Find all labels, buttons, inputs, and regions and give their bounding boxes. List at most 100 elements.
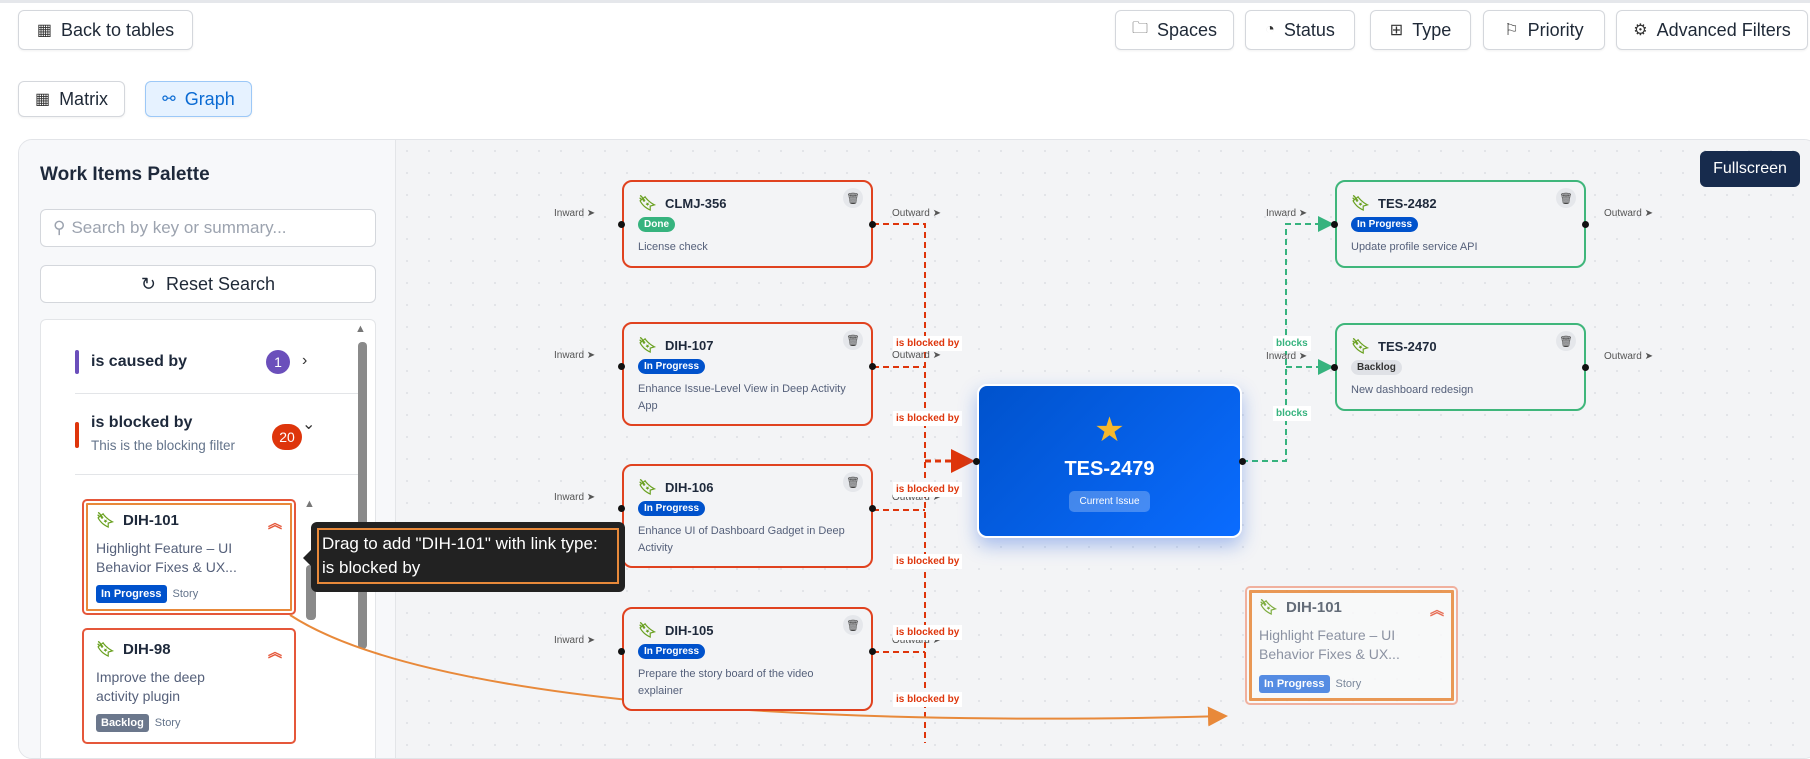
- bookmark-icon: 🔖︎: [96, 512, 116, 529]
- bookmark-icon: 🔖︎: [638, 337, 658, 354]
- bookmark-icon: 🔖︎: [1259, 599, 1279, 616]
- table-icon: ▦: [36, 22, 53, 39]
- current-issue-node[interactable]: ★ TES-2479 Current Issue: [977, 384, 1242, 538]
- edge-label: is blocked by: [893, 336, 963, 351]
- reset-search-button[interactable]: ↻ Reset Search: [40, 265, 376, 303]
- drag-preview-card: 🔖︎ DIH-101 ︽ Highlight Feature – UI Behav…: [1245, 586, 1458, 705]
- palette-item-card[interactable]: 🔖︎ DIH-101 ︽ Highlight Feature – UI Behav…: [82, 499, 296, 615]
- back-to-tables-button[interactable]: ▦ Back to tables: [18, 10, 193, 50]
- edge-label: blocks: [1273, 406, 1311, 421]
- status-badge: In Progress: [1351, 217, 1419, 232]
- table-icon: ▦: [34, 91, 51, 108]
- work-items-palette: Work Items Palette ⚲ Search by key or sum…: [19, 140, 396, 758]
- spaces-filter-button[interactable]: 🗀 Spaces: [1115, 10, 1234, 50]
- group-is-caused-by[interactable]: is caused by 1 ›: [75, 350, 359, 390]
- flag-icon: ⚐: [1504, 22, 1519, 39]
- top-border: [0, 0, 1810, 3]
- status-lozenge: Backlog: [96, 714, 149, 732]
- handle[interactable]: [1331, 364, 1338, 371]
- divider: [75, 393, 359, 394]
- outward-label: Outward ➤: [892, 635, 941, 646]
- outward-label: Outward ➤: [892, 208, 941, 219]
- status-badge: Done: [638, 217, 675, 232]
- trash-icon[interactable]: 🗑︎: [1556, 331, 1576, 351]
- scroll-up-arrow[interactable]: ▲: [304, 498, 315, 510]
- current-issue-tag: Current Issue: [1069, 491, 1150, 512]
- issue-node[interactable]: 🔖︎ TES-2470 Backlog New dashboard redesig…: [1335, 323, 1586, 411]
- issue-node[interactable]: 🔖︎ DIH-106 In Progress Enhance UI of Dash…: [622, 464, 873, 568]
- edge-label: is blocked by: [893, 554, 963, 569]
- bookmark-icon: 🔖︎: [638, 622, 658, 639]
- advanced-filters-button[interactable]: ⚙ Advanced Filters: [1616, 10, 1808, 50]
- star-icon: ★: [1094, 411, 1125, 449]
- handle[interactable]: [1582, 221, 1589, 228]
- handle[interactable]: [618, 648, 625, 655]
- outer-scrollbar[interactable]: [358, 342, 367, 649]
- scroll-up-arrow[interactable]: ▲: [355, 323, 366, 335]
- bookmark-icon: 🔖︎: [1351, 195, 1371, 212]
- handle[interactable]: [869, 221, 876, 228]
- status-lozenge: In Progress: [96, 585, 167, 603]
- matrix-view-tab[interactable]: ▦ Matrix: [18, 81, 125, 117]
- fullscreen-button[interactable]: Fullscreen: [1700, 151, 1800, 187]
- group-is-blocked-by[interactable]: is blocked by This is the blocking filte…: [75, 414, 359, 474]
- inward-label: Inward ➤: [1266, 208, 1308, 219]
- edge-label: blocks: [1273, 336, 1311, 351]
- issue-node[interactable]: 🔖︎ TES-2482 In Progress Update profile se…: [1335, 180, 1586, 268]
- outward-label: Outward ➤: [892, 492, 941, 503]
- edge-label: is blocked by: [893, 625, 963, 640]
- inner-scrollbar[interactable]: [306, 565, 316, 620]
- handle[interactable]: [618, 221, 625, 228]
- search-input[interactable]: ⚲ Search by key or summary...: [40, 209, 376, 247]
- handle[interactable]: [973, 458, 980, 465]
- edge-label: is blocked by: [893, 692, 963, 707]
- bookmark-icon: 🔖︎: [638, 479, 658, 496]
- grid-plus-icon: ⊞: [1389, 22, 1404, 39]
- palette-item-card[interactable]: 🔖︎ DIH-98 ︽ Improve the deep activity plu…: [82, 628, 296, 744]
- status-badge: In Progress: [638, 644, 706, 659]
- handle[interactable]: [1239, 458, 1246, 465]
- search-icon: ⚲: [53, 218, 66, 237]
- priority-high-icon: ︽: [1430, 602, 1444, 618]
- chevron-right-icon[interactable]: ›: [302, 352, 308, 369]
- divider: [75, 474, 359, 475]
- issue-node[interactable]: 🔖︎ CLMJ-356 Done License check 🗑︎: [622, 180, 873, 268]
- blocked-by-edges: [873, 223, 975, 743]
- inward-label: Inward ➤: [554, 208, 596, 219]
- group-label: is caused by: [91, 353, 188, 370]
- trash-icon[interactable]: 🗑︎: [843, 330, 863, 350]
- trash-icon[interactable]: 🗑︎: [843, 615, 863, 635]
- issue-node[interactable]: 🔖︎ DIH-105 In Progress Prepare the story …: [622, 607, 873, 711]
- bookmark-icon: 🔖︎: [96, 641, 116, 658]
- outward-label: Outward ➤: [1604, 351, 1653, 362]
- trash-icon[interactable]: 🗑︎: [843, 472, 863, 492]
- type-filter-button[interactable]: ⊞ Type: [1370, 10, 1471, 50]
- trash-icon[interactable]: 🗑︎: [1556, 188, 1576, 208]
- group-label: is blocked by: [91, 414, 193, 431]
- edge-label: is blocked by: [893, 482, 963, 497]
- group-count-badge: 20: [272, 424, 302, 450]
- status-filter-button[interactable]: ◔ Status: [1245, 10, 1355, 50]
- handle[interactable]: [869, 505, 876, 512]
- handle[interactable]: [1582, 364, 1589, 371]
- inward-label: Inward ➤: [1266, 351, 1308, 362]
- handle[interactable]: [618, 505, 625, 512]
- issue-node[interactable]: 🔖︎ DIH-107 In Progress Enhance Issue-Leve…: [622, 322, 873, 426]
- handle[interactable]: [869, 648, 876, 655]
- outward-label: Outward ➤: [1604, 208, 1653, 219]
- chevron-down-icon[interactable]: ⌄: [302, 416, 316, 433]
- handle[interactable]: [1331, 221, 1338, 228]
- edge-label: is blocked by: [893, 411, 963, 426]
- refresh-icon: ↻: [140, 273, 157, 294]
- priority-high-icon: ︽: [268, 644, 282, 660]
- inward-label: Inward ➤: [554, 635, 596, 646]
- handle[interactable]: [869, 363, 876, 370]
- link-type-list: is caused by 1 › is blocked by This is t…: [40, 319, 376, 758]
- graph-view-tab[interactable]: ⚯ Graph: [145, 81, 252, 117]
- status-badge: In Progress: [638, 501, 706, 516]
- priority-high-icon: ︽: [268, 515, 282, 531]
- gear-icon: ⚙: [1633, 22, 1648, 39]
- priority-filter-button[interactable]: ⚐ Priority: [1483, 10, 1605, 50]
- handle[interactable]: [618, 363, 625, 370]
- trash-icon[interactable]: 🗑︎: [843, 188, 863, 208]
